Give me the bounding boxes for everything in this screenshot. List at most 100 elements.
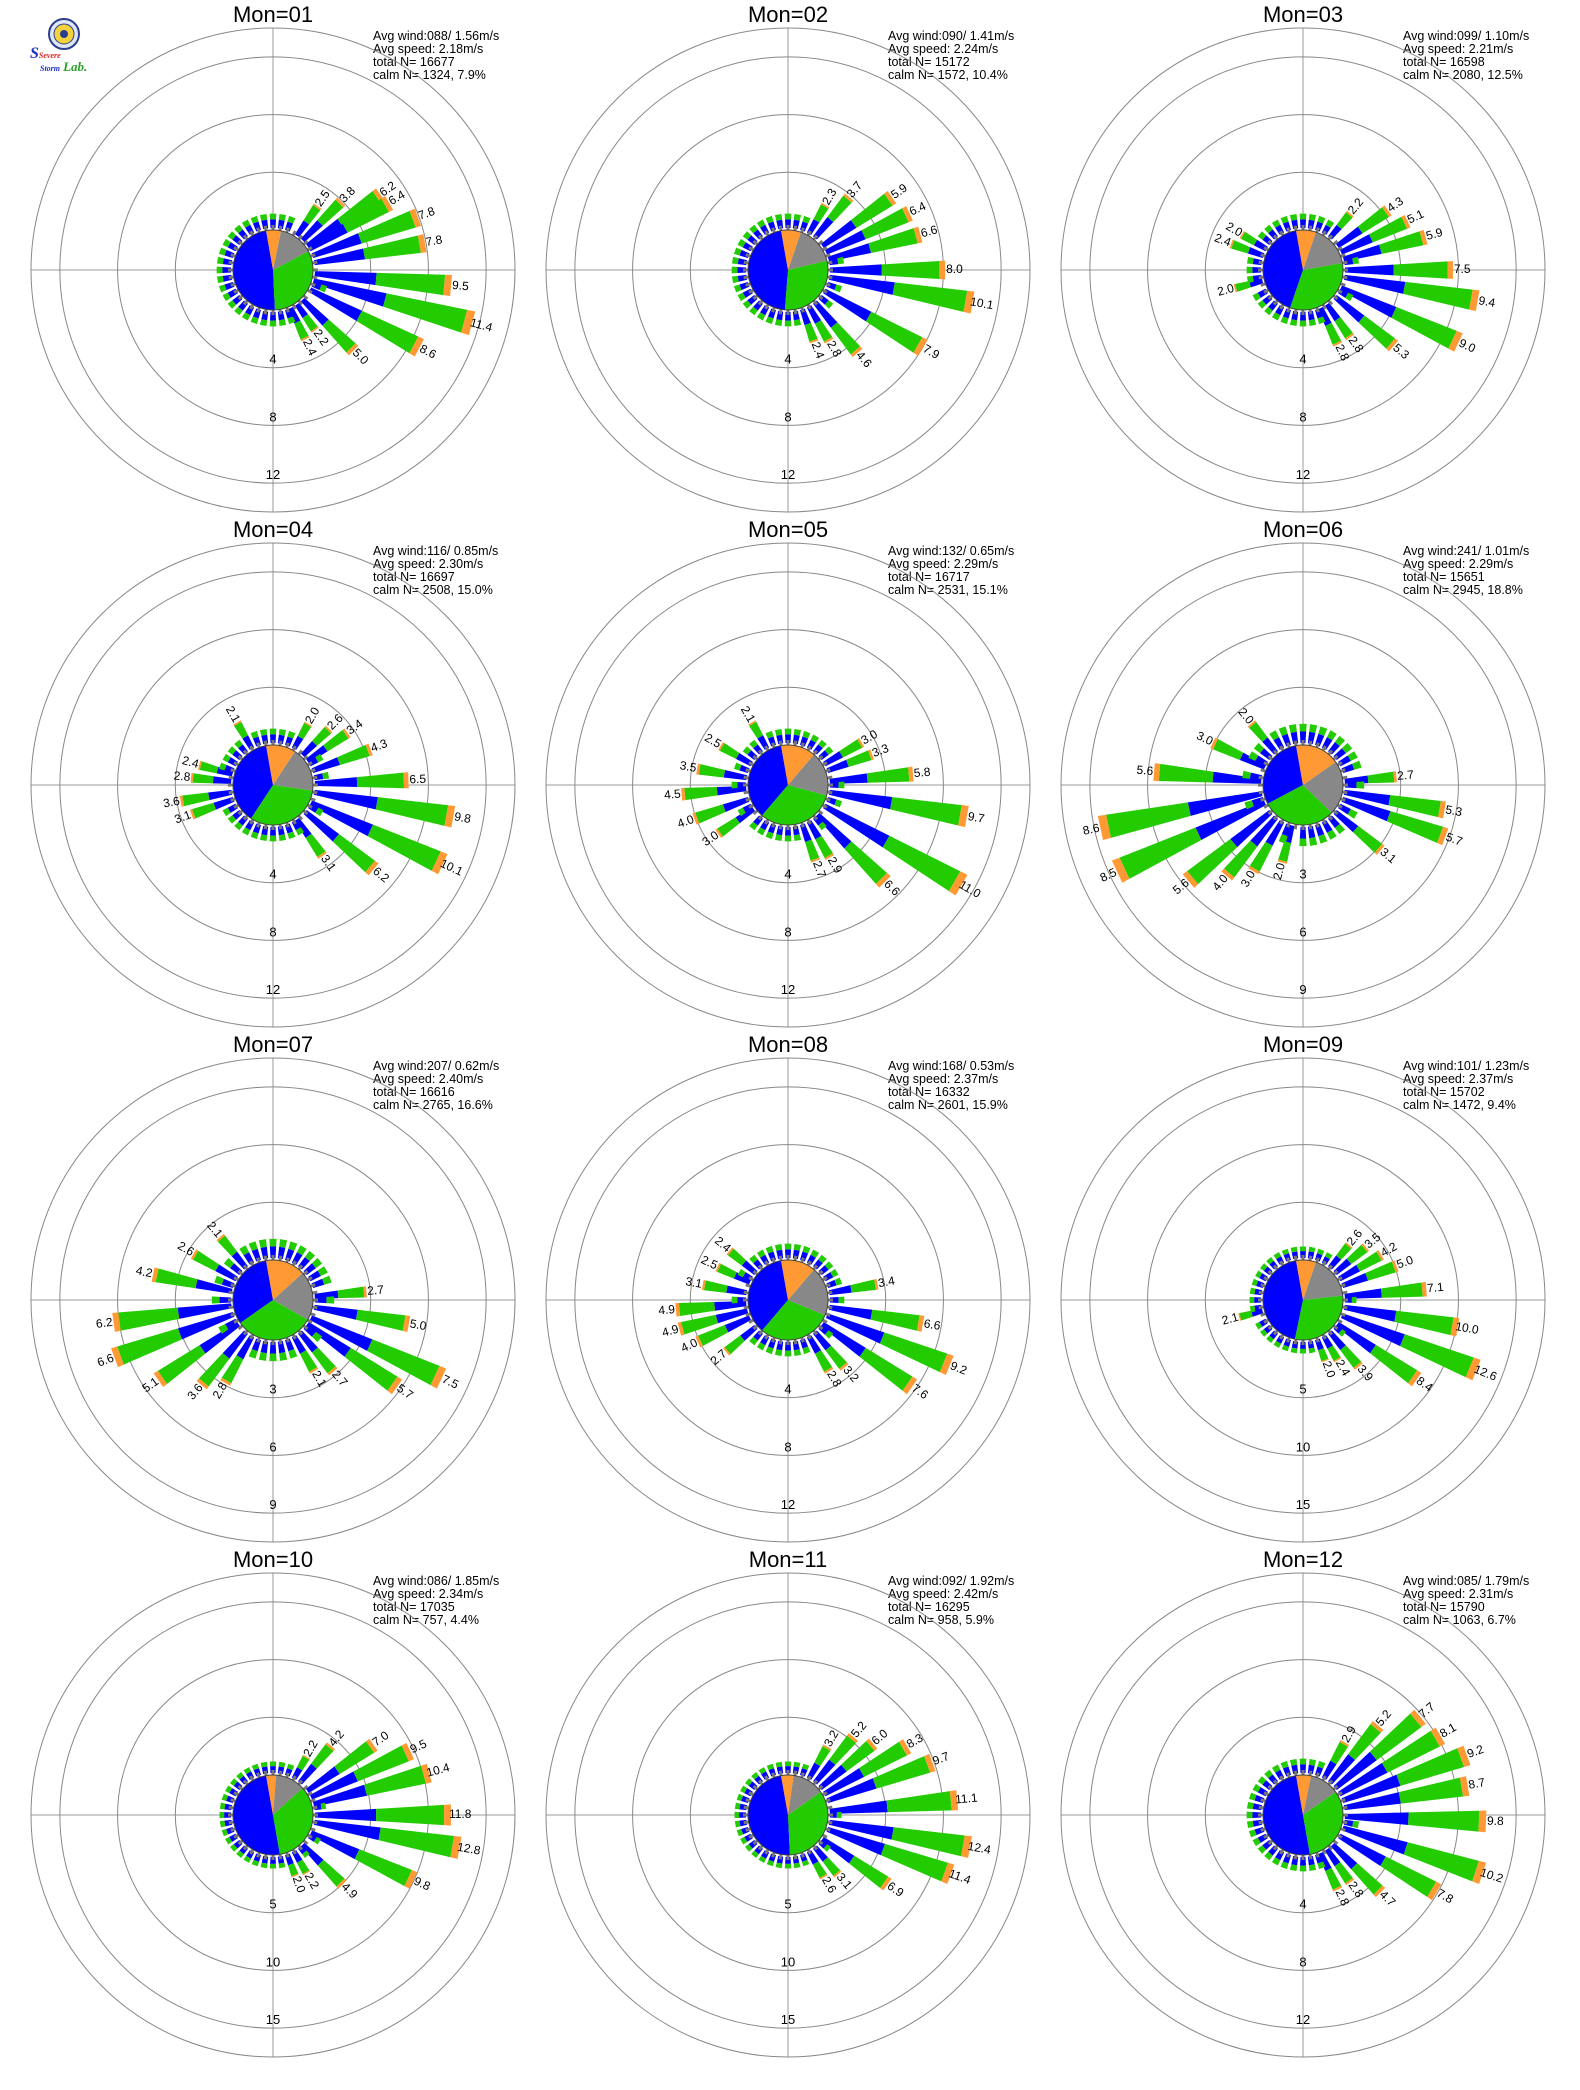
- bar-value-label: 2.5: [699, 1253, 720, 1273]
- rose-bar-segment: [387, 1376, 403, 1395]
- rose-bar-segment: [1308, 213, 1317, 221]
- calm-pie-outline: [747, 744, 829, 826]
- rose-bar-segment: [336, 1878, 347, 1889]
- inner-tick: [786, 740, 790, 746]
- logo-line3: Lab.: [63, 59, 88, 74]
- inner-tick: [778, 1770, 783, 1776]
- rose-bar-segment: [269, 213, 277, 220]
- rose-bar-segment: [1340, 1313, 1405, 1347]
- rose-bar-segment: [756, 1249, 766, 1258]
- inner-tick: [827, 1290, 833, 1295]
- rose-bar-segment: [378, 1827, 455, 1858]
- stat-avg-wind: Avg wind:241/ 1.01m/s: [1403, 544, 1529, 558]
- rose-bar-segment: [1223, 840, 1258, 878]
- inner-tick: [306, 1791, 313, 1797]
- rose-bar-segment: [1230, 810, 1273, 848]
- ring-label: 12: [1296, 467, 1310, 482]
- rose-bar-segment: [814, 1746, 831, 1767]
- rose-bar-segment: [836, 1811, 842, 1819]
- inner-tick: [743, 260, 749, 265]
- rose-bar-segment: [784, 213, 792, 220]
- ring-label: 15: [1296, 1497, 1310, 1512]
- rose-bar-segment: [296, 1859, 310, 1875]
- outer-ring: [1060, 1572, 1546, 2058]
- rose-bar-segment: [774, 213, 783, 221]
- inner-tick: [1260, 1798, 1266, 1803]
- ring-label: 8: [1299, 1954, 1306, 1969]
- stat-avg-wind: Avg wind:116/ 0.85m/s: [373, 544, 498, 558]
- stat-avg-wind: Avg wind:101/ 1.23m/s: [1403, 1059, 1529, 1073]
- rose-bar-segment: [1370, 1344, 1418, 1384]
- rose-bar-segment: [1299, 1865, 1307, 1872]
- rose-bar-segment: [1299, 213, 1307, 220]
- bar-value-label: 2.7: [1397, 767, 1415, 782]
- rose-bar-segment: [1289, 213, 1298, 221]
- inner-tick: [743, 268, 749, 272]
- rose-bar-segment: [1252, 1837, 1261, 1847]
- rose-bar-segment: [1221, 868, 1235, 881]
- inner-tick: [1258, 1820, 1264, 1825]
- rose-bar-segment: [1410, 1709, 1426, 1728]
- rose-bar-segment: [826, 1778, 877, 1804]
- inner-tick: [806, 1775, 812, 1782]
- inner-tick: [291, 1848, 297, 1855]
- rose-bar-segment: [826, 759, 849, 774]
- outer-ring: [30, 1572, 516, 2058]
- rose-bar-segment: [916, 1315, 925, 1332]
- inner-tick: [263, 740, 268, 746]
- bar-value-label: 6.6: [95, 1351, 116, 1370]
- rose-bar-segment: [216, 275, 224, 284]
- bar-value-label: 9.4: [1478, 293, 1497, 310]
- rose-bar-segment: [1257, 231, 1267, 240]
- rose-bar-segment: [939, 260, 946, 280]
- rose-bar-segment: [1336, 1243, 1352, 1260]
- rose-bar-segment: [1264, 224, 1273, 234]
- rose-bar-segment: [1318, 1851, 1332, 1871]
- stat-calm-n: calm N= 2508, 15.0%: [373, 583, 493, 597]
- rose-bar-segment: [304, 1250, 316, 1262]
- rose-bar-segment: [403, 772, 409, 789]
- rose-bar-segment: [824, 1261, 834, 1270]
- rose-bar-segment: [1344, 264, 1394, 276]
- rose-bar-segment: [409, 336, 425, 357]
- rose-bar-segment: [402, 1315, 411, 1333]
- bar-value-label: 10.4: [425, 1760, 451, 1780]
- calm-pie-outline: [232, 1259, 314, 1341]
- inner-tick: [302, 1839, 309, 1846]
- rose-bar-segment: [192, 802, 216, 819]
- ring-label: 6: [269, 1439, 276, 1454]
- rose-bar-segment: [819, 1873, 828, 1880]
- inner-tick: [1279, 818, 1285, 825]
- inner-tick: [1342, 1820, 1348, 1825]
- rose-bar-segment: [401, 1742, 415, 1762]
- inner-tick: [1332, 1839, 1339, 1846]
- inner-tick: [778, 309, 783, 315]
- inner-tick: [1327, 1779, 1334, 1786]
- inner-tick: [291, 818, 297, 825]
- grid-ring: [1089, 1601, 1517, 2029]
- rose-bar-segment: [1325, 1847, 1341, 1867]
- inner-tick: [748, 761, 755, 767]
- inner-tick: [1263, 246, 1270, 252]
- rose-bar-segment: [314, 271, 377, 286]
- rose-bar-segment: [1343, 1792, 1401, 1811]
- rose-bar-segment: [346, 343, 359, 356]
- bar-value-label: 3.1: [684, 1274, 703, 1291]
- rose-bar-segment: [1334, 735, 1346, 747]
- rose-bar-segment: [913, 337, 928, 356]
- calm-pie-slice: [1296, 230, 1316, 270]
- rose-bar-segment: [1266, 1257, 1274, 1265]
- inner-tick: [793, 225, 798, 231]
- rose-bar-segment: [288, 306, 301, 324]
- inner-tick: [1258, 1813, 1264, 1817]
- rose-bar-segment: [337, 744, 370, 766]
- rose-bar-segment: [1260, 1263, 1268, 1271]
- rose-bar-segment: [1344, 781, 1357, 789]
- inner-tick: [806, 818, 812, 825]
- rose-bar-segment: [311, 1744, 334, 1769]
- rose-bar-segment: [749, 1336, 758, 1346]
- rose-bar-segment: [1266, 1335, 1274, 1343]
- inner-tick: [827, 260, 833, 265]
- rose-bar-segment: [227, 746, 237, 755]
